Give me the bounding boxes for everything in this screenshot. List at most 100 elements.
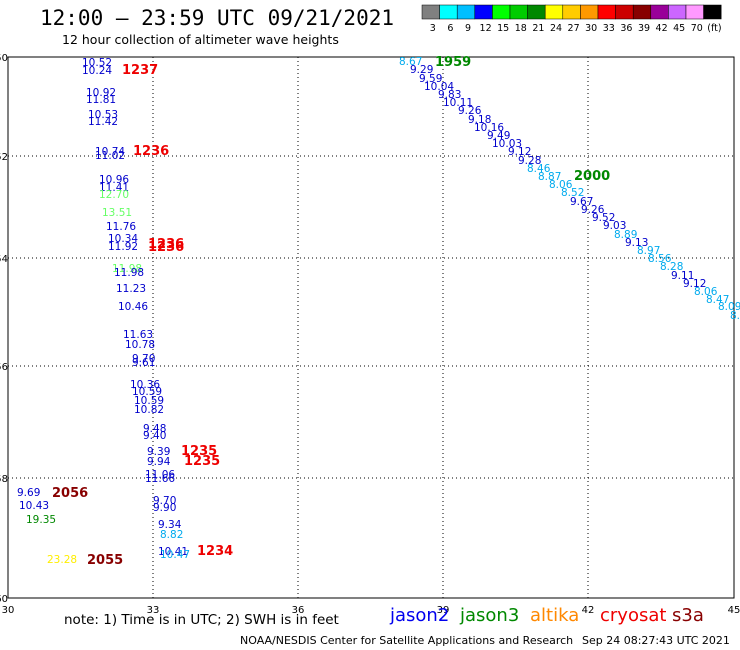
wave-height-label: 11.41 (99, 182, 129, 194)
pass-time-label: 1235 (184, 454, 220, 469)
scale-label: 36 (620, 23, 632, 34)
lon-tick-label: 45 (728, 605, 740, 616)
wave-height-label: 11.63 (123, 329, 153, 341)
scale-label: 6 (447, 23, 453, 34)
lon-tick-label: 33 (147, 605, 160, 616)
scale-label: 18 (515, 23, 527, 34)
mission-cryosat: cryosat (600, 605, 667, 626)
lon-tick-label: 30 (2, 605, 15, 616)
wave-height-label: 8.28 (660, 261, 683, 273)
wave-height-label: 9.12 (508, 146, 531, 158)
lat-tick-label: -50 (0, 53, 8, 64)
pass-time-label: 1959 (435, 55, 471, 70)
wave-height-label: 13.51 (102, 207, 132, 219)
pass-time-label: 2000 (574, 169, 610, 184)
wave-height-label: 11.02 (95, 150, 125, 162)
scale-label: 30 (585, 23, 597, 34)
wave-height-label: 11.98 (112, 263, 142, 275)
wave-height-label: 9.59 (419, 73, 442, 85)
wave-height-label: 10.24 (82, 65, 112, 77)
scale-label: (ft) (707, 23, 721, 34)
scale-label: 21 (532, 23, 544, 34)
wave-height-label: 10.11 (443, 97, 473, 109)
wave-height-label: 11.42 (88, 116, 118, 128)
map-subtitle: 12 hour collection of altimeter wave hei… (62, 32, 339, 47)
wave-height-label: 12.70 (99, 189, 129, 201)
wave-height-label: 8.06 (694, 286, 718, 298)
lon-tick-label: 36 (292, 605, 305, 616)
wave-height-label: 9.49 (487, 130, 510, 142)
scale-label: 70 (691, 23, 703, 34)
pass-time-label: 1236 (148, 240, 184, 255)
wave-height-label: 10.53 (88, 109, 118, 121)
wave-height-label: 8.09 (718, 301, 740, 313)
wave-height-label: 9.48 (143, 423, 166, 435)
pass-time-label: 1234 (197, 544, 233, 559)
wave-height-label: 10.34 (108, 233, 138, 245)
map-frame (7, 56, 735, 599)
lat-tick-label: -54 (0, 254, 8, 265)
wave-height-label: 9.12 (683, 278, 706, 290)
wave-height-label: 10.47 (160, 549, 190, 561)
pass-time-label: 2056 (52, 486, 88, 501)
lat-tick-label: -52 (0, 152, 8, 163)
wave-height-label: 9.29 (410, 64, 433, 76)
wave-height-label: 9.34 (158, 519, 182, 531)
wave-height-label: 10.96 (99, 174, 129, 186)
wave-height-label: 8.87 (538, 171, 561, 183)
lat-tick-label: -60 (0, 594, 8, 605)
mission-jason3: jason3 (460, 605, 520, 626)
wave-height-label: 10.92 (86, 87, 116, 99)
wave-height-label: 11.06 (145, 469, 175, 481)
wave-height-label: 10.03 (492, 138, 522, 150)
wave-height-label: 8.52 (561, 187, 584, 199)
wave-height-label: 9.52 (592, 212, 615, 224)
wave-height-label: 10.52 (82, 57, 112, 69)
scale-label: 27 (568, 23, 580, 34)
scale-label: 42 (656, 23, 668, 34)
wave-height-label: 9.70 (153, 495, 176, 507)
mission-s3a: s3a (672, 605, 704, 626)
wave-height-label: 23.28 (47, 554, 77, 566)
pass-time-label: 1236 (148, 237, 184, 252)
wave-height-label: 9.11 (671, 270, 694, 282)
wave-height-label: 8.06 (549, 179, 573, 191)
wave-height-label: 8.97 (637, 245, 660, 257)
mission-altika: altika (530, 605, 580, 626)
wave-height-label: 9.94 (147, 456, 171, 468)
wave-height-label: 10.74 (95, 146, 125, 158)
wave-height-label: 10.82 (134, 404, 164, 416)
mission-jason2: jason2 (390, 605, 450, 626)
scale-label: 33 (603, 23, 615, 34)
wave-height-label: 9.83 (438, 89, 461, 101)
wave-height-label: 10.59 (134, 395, 164, 407)
wave-height-label: 8.56 (648, 253, 672, 265)
scale-label: 15 (497, 23, 509, 34)
pass-time-label: 1235 (181, 444, 217, 459)
wave-height-label: 10.46 (118, 301, 148, 313)
scale-label: 45 (673, 23, 685, 34)
wave-height-label: 9.03 (603, 220, 626, 232)
wave-height-label: 8.47 (706, 294, 729, 306)
color-scale-legend: 3 6 9 12 15 18 21 24 27 30 33 36 39 42 45 70 (ft) (421, 4, 722, 34)
footer-note: note: 1) Time is in UTC; 2) SWH is in fe… (64, 612, 339, 628)
wave-height-label: 9.26 (458, 105, 482, 117)
wave-height-label: 19.35 (26, 514, 56, 526)
wave-height-label: 9.61 (132, 357, 155, 369)
wave-height-label: 10.78 (125, 339, 155, 351)
lat-tick-label: -56 (0, 362, 8, 373)
wave-height-label: 8.46 (527, 163, 551, 175)
scale-label: 12 (480, 23, 492, 34)
wave-height-label: 10.59 (132, 386, 162, 398)
lon-tick-label: 42 (582, 605, 595, 616)
wave-height-label: 8.3 (730, 310, 740, 322)
scale-swatch (703, 4, 722, 20)
wave-height-label: 9.70 (132, 353, 155, 365)
wave-height-label: 11.92 (108, 241, 138, 253)
lat-tick-label: -58 (0, 474, 8, 485)
wave-height-label: 8.82 (160, 529, 183, 541)
scale-label: 3 (430, 23, 436, 34)
credit-text: NOAA/NESDIS Center for Satellite Applica… (240, 634, 574, 647)
wave-height-label: 10.43 (19, 500, 49, 512)
pass-time-label: 1236 (133, 144, 169, 159)
